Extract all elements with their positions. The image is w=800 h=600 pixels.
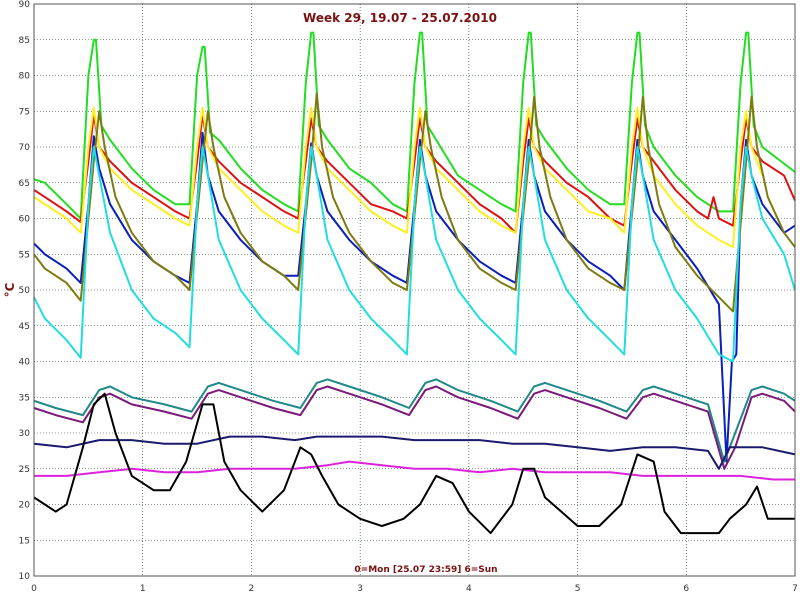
x-tick-label: 3: [357, 584, 363, 594]
series-layer: [33, 31, 796, 535]
x-axis-ticks: 0 1 2 3 4 5 6 7: [31, 584, 798, 594]
y-tick-label: 40: [19, 358, 31, 368]
y-tick-label: 20: [19, 501, 31, 511]
y-tick-label: 10: [19, 572, 31, 582]
series-line-5: [33, 92, 796, 313]
series-line-11: [33, 392, 795, 535]
y-tick-label: 60: [19, 215, 31, 225]
y-tick-label: 25: [19, 465, 30, 475]
series-line-8: [33, 385, 796, 470]
series-line-1: [33, 31, 796, 220]
y-tick-label: 85: [19, 36, 30, 46]
x-tick-label: 5: [575, 584, 581, 594]
plot-frame: [33, 3, 796, 577]
y-tick-label: 15: [19, 536, 30, 546]
series-line-6: [33, 146, 796, 363]
y-tick-label: 30: [19, 429, 31, 439]
x-tick-label: 6: [683, 584, 689, 594]
x-tick-label: 1: [140, 584, 146, 594]
series-line-3: [33, 106, 764, 249]
y-tick-label: 50: [19, 286, 31, 296]
series-line-7: [33, 378, 796, 463]
y-tick-label: 65: [19, 179, 30, 189]
series-line-9: [33, 435, 796, 470]
x-axis-label: 0=Mon [25.07 23:59] 6=Sun: [354, 565, 497, 575]
chart-title: Week 29, 19.07 - 25.07.2010: [303, 11, 497, 25]
x-tick-label: 2: [249, 584, 255, 594]
y-tick-label: 70: [19, 143, 31, 153]
y-axis-ticks: 10 15 20 25 30 35 40 45 50 55 60 65 70 75 80 85 90: [19, 0, 31, 582]
y-tick-label: 45: [19, 322, 30, 332]
x-tick-label: 4: [466, 584, 472, 594]
y-tick-label: 75: [19, 107, 30, 117]
y-axis-label: °C: [3, 282, 17, 297]
y-tick-label: 90: [19, 0, 31, 10]
y-tick-label: 80: [19, 72, 31, 82]
y-tick-label: 55: [19, 250, 30, 260]
x-tick-label: 7: [792, 584, 798, 594]
series-line-10: [34, 460, 795, 481]
y-tick-label: 35: [19, 393, 30, 403]
x-tick-label: 0: [31, 584, 37, 594]
